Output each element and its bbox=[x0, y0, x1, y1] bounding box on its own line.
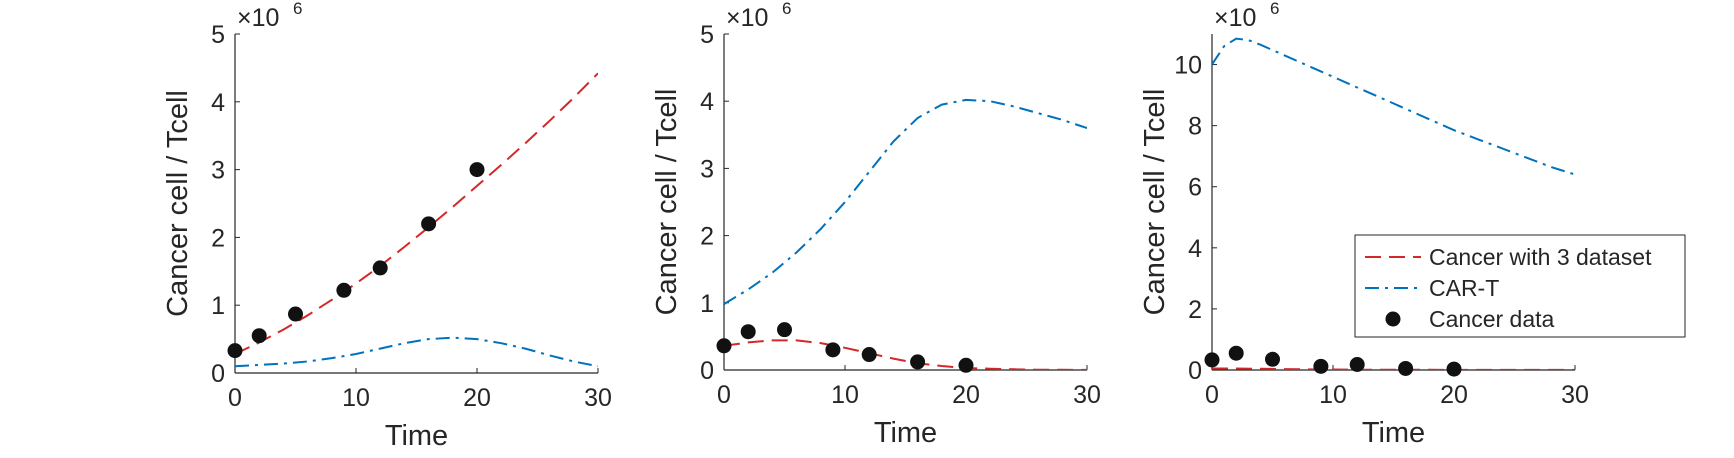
y-tick-label: 0 bbox=[700, 357, 714, 385]
x-tick-label: 0 bbox=[228, 384, 242, 412]
y-tick-label: 8 bbox=[1188, 113, 1202, 141]
x-tick-label: 30 bbox=[1073, 381, 1101, 409]
legend-label: Cancer with 3 dataset bbox=[1429, 244, 1652, 270]
x-tick-label: 10 bbox=[342, 384, 370, 412]
cancer-data-point bbox=[251, 328, 267, 344]
x-tick-label: 10 bbox=[831, 381, 859, 409]
cart-line bbox=[1212, 37, 1575, 176]
cancer-data-point bbox=[958, 357, 974, 373]
legend-label: CAR-T bbox=[1429, 275, 1499, 301]
x-axis-label: Time bbox=[1362, 417, 1425, 449]
cancer-data-point bbox=[1265, 351, 1280, 367]
chart-panel-3: 0 10 20 30 0 2 4 6 8 10 ×10 6 Time Cancer cell / Tcel… bbox=[1139, 0, 1686, 449]
cancer-data-point bbox=[1313, 358, 1329, 374]
cancer-data-point bbox=[469, 162, 485, 178]
x-tick-label: 0 bbox=[1205, 381, 1219, 409]
cart-line bbox=[724, 98, 1087, 305]
cancer-data-point bbox=[716, 338, 732, 354]
y-tick-label: 1 bbox=[211, 292, 225, 320]
y-tick-label: 3 bbox=[700, 155, 714, 183]
y-tick-label: 10 bbox=[1174, 52, 1202, 80]
x-axis-label: Time bbox=[874, 417, 937, 449]
cart-line bbox=[235, 336, 598, 368]
y-tick-label: 2 bbox=[700, 223, 714, 251]
y-multiplier-exponent: 6 bbox=[293, 0, 302, 18]
y-tick-label: 1 bbox=[700, 290, 714, 318]
y-multiplier-exponent: 6 bbox=[782, 0, 791, 18]
x-axis-label: Time bbox=[385, 420, 448, 452]
y-tick-label: 4 bbox=[1188, 235, 1202, 263]
y-tick-label: 6 bbox=[1188, 174, 1202, 202]
y-tick-label: 3 bbox=[211, 157, 225, 185]
cancer-data-point bbox=[777, 322, 792, 338]
y-multiplier-label: ×10 bbox=[1214, 4, 1256, 32]
cancer-fit-line bbox=[1212, 367, 1575, 370]
cancer-data-point bbox=[1446, 361, 1462, 377]
cancer-data-point bbox=[861, 347, 877, 363]
y-tick-label: 4 bbox=[700, 88, 714, 116]
y-multiplier-label: ×10 bbox=[237, 4, 279, 32]
x-tick-label: 20 bbox=[463, 384, 491, 412]
chart-panel-2: 0 10 20 30 0 1 2 3 4 5 ×10 6 Time Cancer cell / Tcell bbox=[651, 0, 1101, 449]
y-axis-label: Cancer cell / Tcell bbox=[1139, 89, 1171, 316]
y-tick-label: 0 bbox=[211, 360, 225, 388]
x-tick-label: 20 bbox=[1440, 381, 1468, 409]
chart-panel-1: 0 10 20 30 0 1 2 3 4 5 ×10 6 Time Cancer cell / Tcell bbox=[162, 0, 612, 452]
cancer-data-point bbox=[1398, 360, 1414, 376]
x-tick-label: 0 bbox=[717, 381, 731, 409]
y-tick-label: 5 bbox=[700, 21, 714, 49]
x-tick-label: 10 bbox=[1319, 381, 1347, 409]
cancer-data-point bbox=[740, 324, 756, 340]
legend-box bbox=[1354, 234, 1686, 338]
cancer-data-point bbox=[1228, 345, 1244, 361]
y-multiplier-exponent: 6 bbox=[1270, 0, 1279, 18]
y-tick-label: 2 bbox=[211, 224, 225, 252]
y-tick-label: 0 bbox=[1188, 357, 1202, 385]
x-tick-label: 20 bbox=[952, 381, 980, 409]
y-tick-label: 5 bbox=[211, 21, 225, 49]
y-tick-label: 2 bbox=[1188, 296, 1202, 324]
x-tick-label: 30 bbox=[1561, 381, 1589, 409]
cancer-data-point bbox=[288, 306, 303, 322]
cancer-data-point bbox=[825, 342, 841, 358]
cancer-data-point bbox=[1204, 352, 1220, 368]
x-tick-label: 30 bbox=[584, 384, 612, 412]
cancer-data-point bbox=[910, 354, 926, 370]
cancer-data-point bbox=[421, 216, 437, 232]
legend-marker bbox=[1385, 311, 1401, 327]
y-multiplier-label: ×10 bbox=[726, 4, 768, 32]
cancer-data-point bbox=[336, 282, 352, 298]
legend: Cancer with 3 dataset CAR-T Cancer data bbox=[1354, 234, 1686, 338]
y-axis-label: Cancer cell / Tcell bbox=[651, 89, 683, 316]
cancer-data-point bbox=[227, 343, 243, 359]
cancer-fit-line bbox=[235, 72, 598, 355]
y-axis-label: Cancer cell / Tcell bbox=[162, 90, 194, 317]
y-tick-label: 4 bbox=[211, 89, 225, 117]
cancer-data-point bbox=[1349, 357, 1365, 373]
cancer-data-point bbox=[372, 260, 388, 276]
cancer-fit-line bbox=[724, 339, 1087, 370]
legend-label: Cancer data bbox=[1429, 306, 1555, 332]
